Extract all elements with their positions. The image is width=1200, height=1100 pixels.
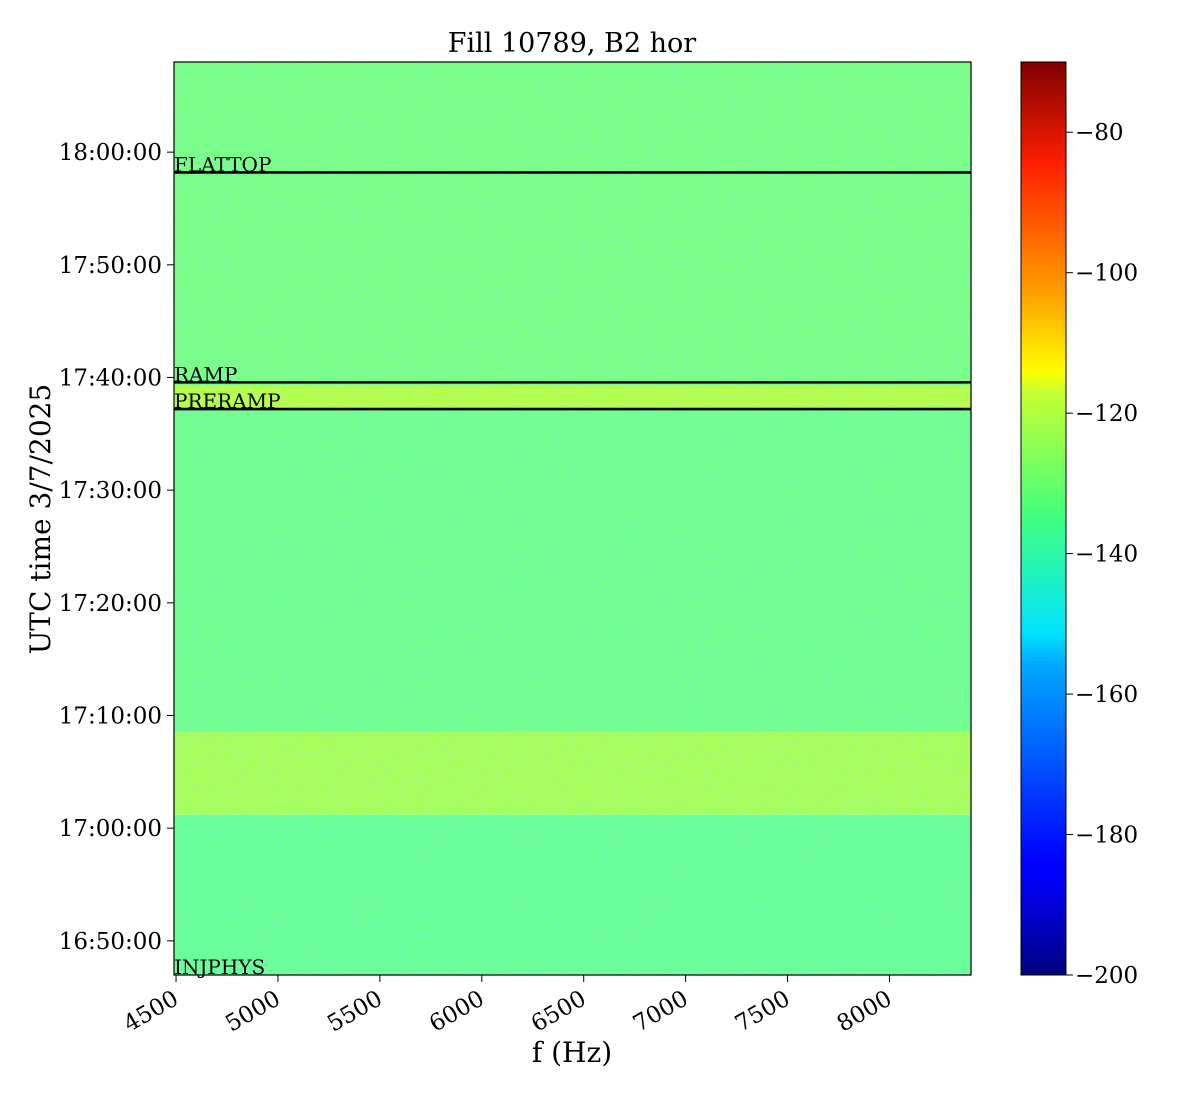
colorbar — [1020, 61, 1067, 976]
y-tick-label: 17:50:00 — [59, 253, 162, 279]
heatmap-plot-area — [174, 62, 971, 975]
colorbar-axis: −80 −100 −120 −140 −160 −180 −200 — [1066, 120, 1138, 989]
colorbar-tick-label: −80 — [1075, 120, 1124, 146]
y-tick-label: 17:20:00 — [59, 591, 162, 617]
x-tick-label: 5000 — [221, 986, 285, 1038]
event-label-ramp: RAMP — [174, 362, 237, 386]
colorbar-tick-label: −200 — [1075, 963, 1138, 989]
y-tick-label: 17:00:00 — [59, 816, 162, 842]
colorbar-tick-label: −160 — [1075, 682, 1138, 708]
x-tick-label: 4500 — [119, 986, 183, 1038]
plot-frame — [173, 61, 972, 976]
x-tick-label: 6500 — [527, 986, 591, 1038]
y-axis: 16:50:00 17:00:00 17:10:00 17:20:00 17:30:00… — [59, 140, 174, 955]
y-tick-label: 17:30:00 — [59, 478, 162, 504]
colorbar-tick-label: −120 — [1075, 401, 1138, 427]
x-tick-label: 8000 — [833, 986, 897, 1038]
y-tick-label: 16:50:00 — [59, 929, 162, 955]
colorbar-tick-label: −140 — [1075, 542, 1138, 568]
colorbar-tick-label: −100 — [1075, 261, 1138, 287]
heatmap-noise-texture-warm — [174, 62, 971, 975]
x-axis: 4500 5000 5500 6000 6500 7000 7500 8000 — [119, 975, 896, 1037]
event-label-preramp: PRERAMP — [174, 389, 281, 413]
x-tick-label: 5500 — [323, 986, 387, 1038]
colorbar-tick-label: −180 — [1075, 823, 1138, 849]
chart-title: Fill 10789, B2 hor — [448, 28, 697, 59]
y-tick-label: 17:10:00 — [59, 703, 162, 729]
x-tick-label: 7000 — [629, 986, 693, 1038]
y-tick-label: 17:40:00 — [59, 365, 162, 391]
event-label-injphys: INJPHYS — [174, 955, 265, 979]
y-axis-label: UTC time 3/7/2025 — [24, 384, 57, 655]
x-tick-label: 6000 — [425, 986, 489, 1038]
x-tick-label: 7500 — [731, 986, 795, 1038]
x-axis-label: f (Hz) — [532, 1036, 612, 1069]
event-label-flattop: FLATTOP — [174, 152, 271, 176]
y-tick-label: 18:00:00 — [59, 140, 162, 166]
